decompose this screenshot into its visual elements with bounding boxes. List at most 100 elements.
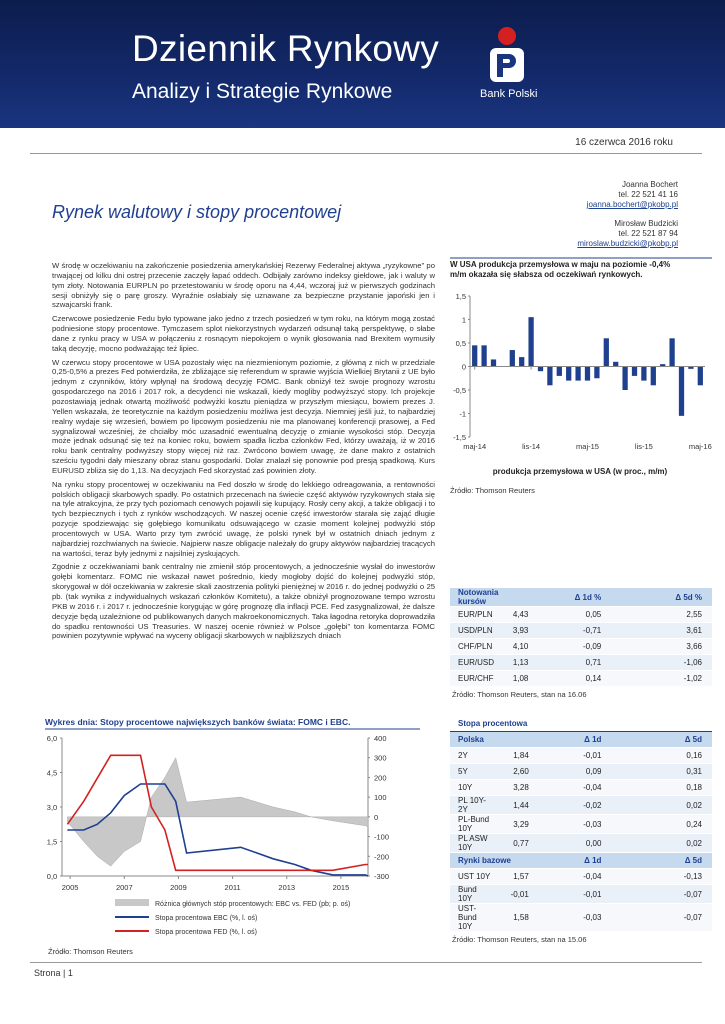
bar [613, 361, 619, 367]
cell: 0,77 [502, 833, 539, 853]
cell: PL-Bund 10Y [450, 814, 503, 834]
article-body: W środę w oczekiwaniu na zakończenie pos… [52, 261, 435, 645]
bar [547, 366, 553, 386]
cell: 5Y [450, 763, 503, 780]
cell: 10Y [450, 779, 503, 796]
date: 16 czerwca 2016 roku [575, 137, 673, 148]
bar [603, 338, 609, 367]
paragraph: Czerwcowe posiedzenie Fedu było typowane… [52, 314, 435, 353]
cell: USD/PLN [450, 622, 505, 639]
cell: 0,16 [629, 747, 712, 764]
footer: Strona | 1 [34, 968, 73, 978]
cell: 0,02 [629, 795, 712, 815]
contact-email[interactable]: miroslaw.budzicki@pkobp.pl [577, 239, 678, 248]
cell: EUR/CHF [450, 670, 505, 687]
y2-tick-label: -300 [374, 872, 389, 881]
legend-label: Stopa procentowa EBC (%, l. oś) [155, 915, 257, 922]
cell: UST-Bund 10Y [450, 903, 503, 932]
cell: 0,14 [538, 670, 630, 687]
x-tick-label: 2009 [170, 883, 187, 892]
row: 2Y 1,84 -0,01 0,16 [450, 747, 712, 764]
cell: -0,01 [502, 884, 539, 904]
headline: Rynek walutowy i stopy procentowej [52, 202, 342, 222]
cell: CHF/PLN [450, 638, 505, 655]
legend-label: Stopa procentowa FED (%, l. oś) [155, 929, 257, 936]
bar [575, 366, 581, 381]
source: Źródło: Thomson Reuters, stan na 15.06 [452, 935, 587, 944]
header-row: Notowania kursów Δ 1d % Δ 5d % [450, 588, 712, 607]
y-tick-label: 3,0 [47, 803, 57, 812]
y2-tick-label: 100 [374, 793, 387, 802]
row: PL 10Y-2Y 1,44 -0,02 0,02 [450, 795, 712, 815]
cell: -0,02 [538, 795, 630, 815]
subtitle: Analizy i Strategie Rynkowe [132, 80, 393, 103]
header-cell: Δ 5d [629, 852, 712, 869]
cell: 2Y [450, 747, 503, 764]
bar [528, 317, 534, 367]
chart-title-line: m/m okazała się słabsza od oczekiwań ryn… [450, 270, 643, 279]
rule [30, 153, 702, 154]
cell: -0,07 [629, 884, 712, 904]
cell: -0,71 [538, 622, 630, 639]
cell: PL ASW 10Y [450, 833, 503, 853]
chart-title: Wykres dnia: Stopy procentowe największy… [45, 717, 350, 727]
bar [584, 366, 591, 381]
y-tick-label: 1 [462, 316, 466, 325]
bar [660, 364, 666, 367]
bar [678, 366, 685, 416]
cell: -1,06 [629, 654, 712, 671]
x-tick-label: 2015 [333, 883, 350, 892]
cell: 0,05 [538, 606, 630, 623]
bar [641, 366, 647, 381]
legend-label: Różnica głównych stóp procentowych: EBC … [155, 901, 350, 908]
bar [669, 338, 675, 367]
rule [30, 962, 702, 963]
cell: UST 10Y [450, 868, 503, 885]
header-cell: Δ 5d % [629, 588, 712, 607]
cell: 0,71 [538, 654, 630, 671]
y2-tick-label: -200 [374, 852, 389, 861]
x-tick-label: 2007 [116, 883, 133, 892]
source: Źródło: Thomson Reuters [48, 947, 133, 956]
paragraph: W czerwcu stopy procentowe w USA pozosta… [52, 357, 435, 475]
y-tick-label: -1,5 [453, 433, 466, 442]
x-tick-label: maj-15 [576, 442, 599, 451]
contact-name: Joanna Bochert [621, 180, 678, 189]
paragraph: Zgodnie z oczekiwaniami bank centralny n… [52, 562, 435, 641]
cell: 1,13 [504, 654, 539, 671]
y-tick-label: 0,0 [47, 872, 57, 881]
bar [688, 366, 694, 369]
header-cell: Δ 1d % [538, 588, 630, 607]
bar [509, 350, 515, 367]
row: UST-Bund 10Y 1,58 -0,03 -0,07 [450, 903, 712, 932]
y-tick-label: 1,5 [47, 838, 57, 847]
cell: 1,84 [502, 747, 539, 764]
cell: -0,01 [538, 884, 630, 904]
cell: -1,02 [629, 670, 712, 687]
bar [697, 366, 703, 386]
y-tick-label: 0,5 [456, 339, 466, 348]
logo [490, 27, 524, 82]
contact-email[interactable]: joanna.bochert@pkobp.pl [586, 200, 678, 209]
header-row: Polska Δ 1d Δ 5d [450, 731, 712, 748]
bar [631, 366, 638, 376]
cell: -0,04 [538, 868, 630, 885]
legend-swatch [115, 899, 149, 906]
chart-title-line: W USA produkcja przemysłowa w maju na po… [450, 260, 670, 269]
legend-label: produkcja przemysłowa w USA (w proc., m/… [493, 467, 668, 476]
y2-tick-label: 400 [374, 734, 387, 743]
cell: 3,61 [629, 622, 712, 639]
cell: 3,29 [502, 814, 539, 834]
x-tick-label: maj-14 [463, 442, 486, 451]
row: Bund 10Y -0,01 -0,01 -0,07 [450, 884, 712, 904]
cell: 1,57 [502, 868, 539, 885]
row: PL ASW 10Y 0,77 0,00 0,02 [450, 833, 712, 853]
paragraph: Na rynku stopy procentowej w oczekiwaniu… [52, 479, 435, 558]
cell: 3,28 [502, 779, 539, 796]
cell: EUR/USD [450, 654, 505, 671]
cell: 3,93 [504, 622, 539, 639]
row: EUR/CHF 1,08 0,14 -1,02 [450, 670, 712, 687]
cell: -0,04 [538, 779, 630, 796]
x-tick-label: 2013 [278, 883, 295, 892]
